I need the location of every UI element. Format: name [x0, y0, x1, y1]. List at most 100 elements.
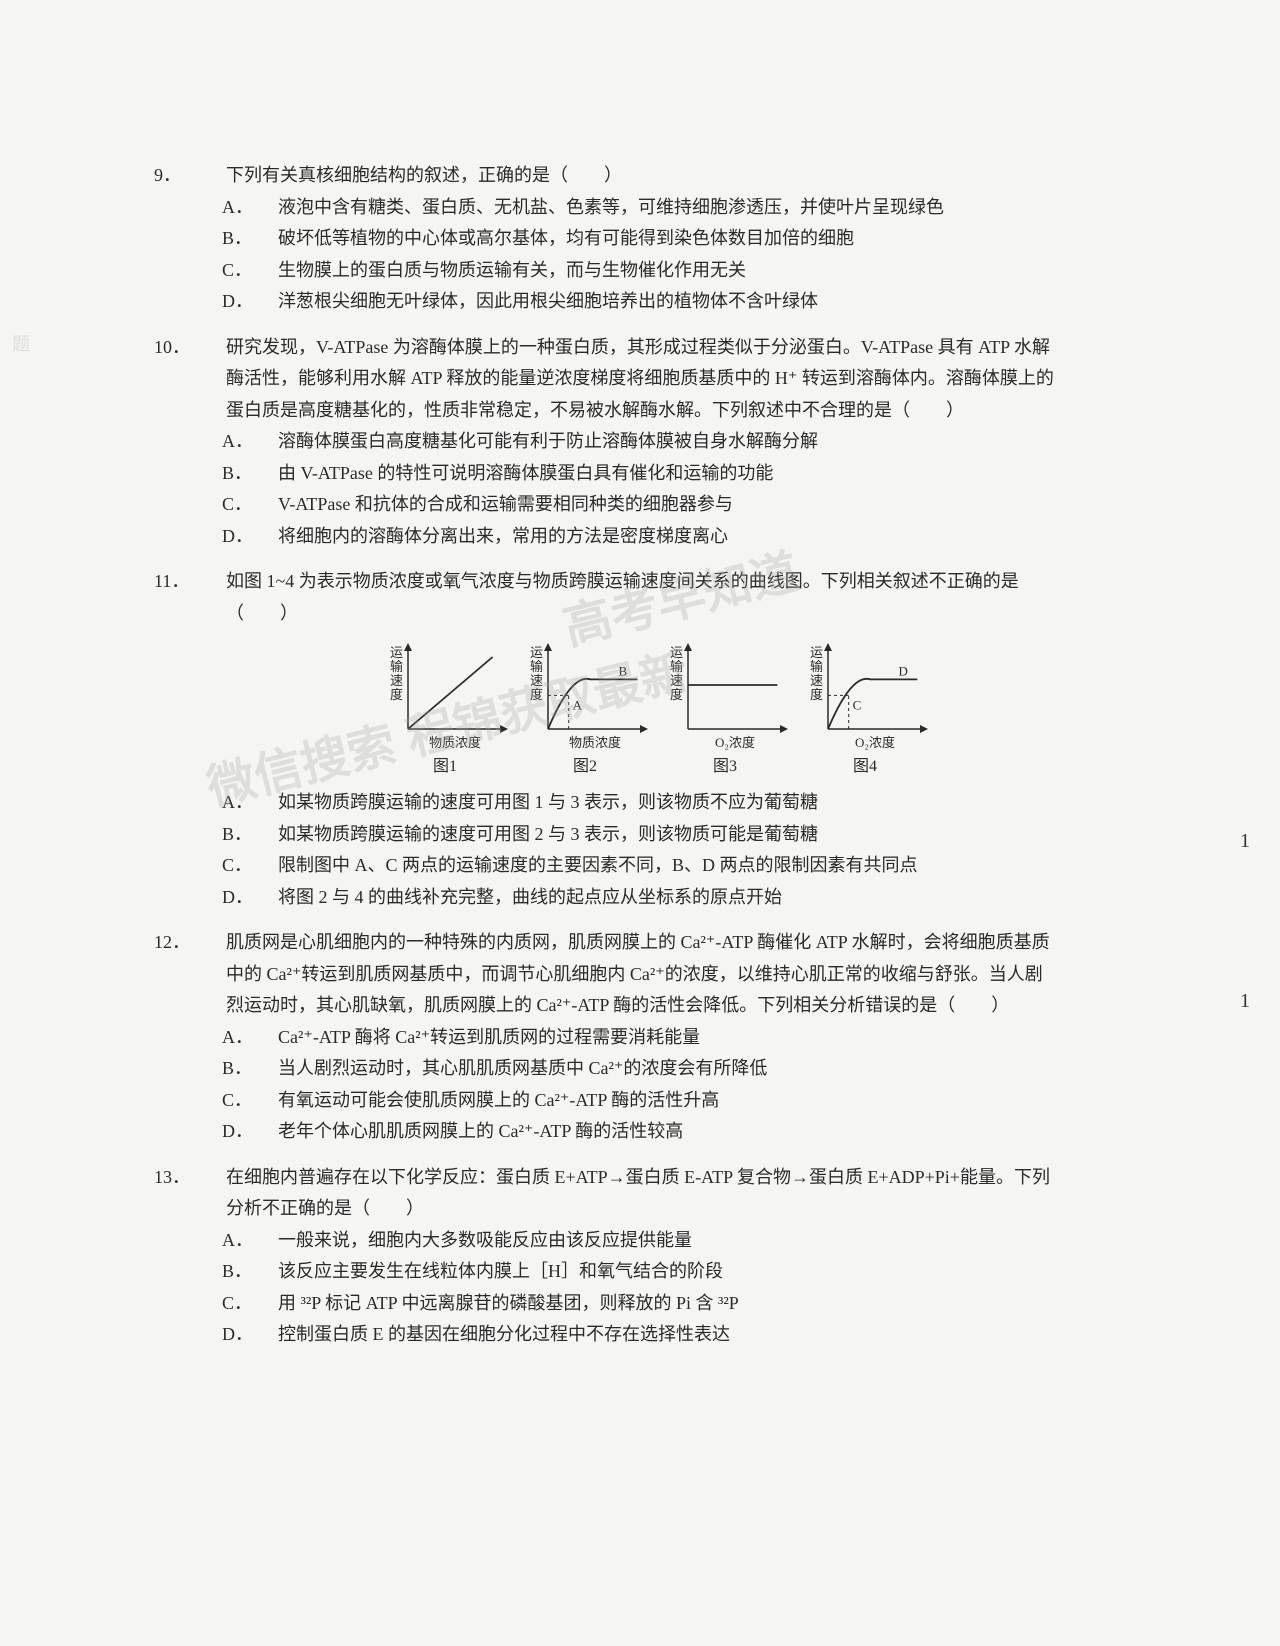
option-text: 当人剧烈运动时，其心肌肌质网基质中 Ca²⁺的浓度会有所降低: [278, 1058, 767, 1078]
option: C．有氧运动可能会使肌质网膜上的 Ca²⁺-ATP 酶的活性升高: [250, 1085, 1060, 1117]
option-text: 溶酶体膜蛋白高度糖基化可能有利于防止溶酶体膜被自身水解酶分解: [278, 431, 818, 451]
option: B．该反应主要发生在线粒体内膜上［H］和氧气结合的阶段: [250, 1256, 1060, 1288]
svg-text:C: C: [853, 697, 862, 712]
options: A．如某物质跨膜运输的速度可用图 1 与 3 表示，则该物质不应为葡萄糖B．如某…: [190, 787, 1060, 913]
option-text: 限制图中 A、C 两点的运输速度的主要因素不同，B、D 两点的限制因素有共同点: [278, 855, 918, 875]
chart-2: AB 运输速度 物质浓度: [520, 641, 650, 751]
svg-text:度: 度: [530, 687, 543, 702]
option: C．用 ³²P 标记 ATP 中远离腺苷的磷酸基团，则释放的 Pi 含 ³²P: [250, 1288, 1060, 1320]
option: D．将细胞内的溶酶体分离出来，常用的方法是密度梯度离心: [250, 521, 1060, 553]
option-text: 破坏低等植物的中心体或高尔基体，均有可能得到染色体数目加倍的细胞: [278, 228, 854, 248]
option: C．限制图中 A、C 两点的运输速度的主要因素不同，B、D 两点的限制因素有共同…: [250, 850, 1060, 882]
option-text: 洋葱根尖细胞无叶绿体，因此用根尖细胞培养出的植物体不含叶绿体: [278, 291, 818, 311]
question-text: 研究发现，V-ATPase 为溶酶体膜上的一种蛋白质，其形成过程类似于分泌蛋白。…: [226, 337, 1054, 420]
chart-label: 图3: [713, 753, 737, 781]
option-text: 由 V-ATPase 的特性可说明溶酶体膜蛋白具有催化和运输的功能: [278, 463, 773, 483]
option: A．如某物质跨膜运输的速度可用图 1 与 3 表示，则该物质不应为葡萄糖: [250, 787, 1060, 819]
svg-text:输: 输: [810, 659, 823, 674]
question-text: 在细胞内普遍存在以下化学反应：蛋白质 E+ATP→蛋白质 E-ATP 复合物→蛋…: [226, 1167, 1050, 1219]
option-letter: D．: [250, 286, 278, 318]
question: 12．肌质网是心肌细胞内的一种特殊的内质网，肌质网膜上的 Ca²⁺-ATP 酶催…: [190, 927, 1060, 1148]
options: A．一般来说，细胞内大多数吸能反应由该反应提供能量B．该反应主要发生在线粒体内膜…: [190, 1225, 1060, 1351]
exam-page: 9．下列有关真核细胞结构的叙述，正确的是（ ）A．液泡中含有糖类、蛋白质、无机盐…: [190, 160, 1060, 1365]
svg-text:物质浓度: 物质浓度: [429, 735, 481, 750]
option-letter: A．: [250, 1022, 278, 1054]
chart-1: 运输速度 物质浓度: [380, 641, 510, 751]
question-stem: 12．肌质网是心肌细胞内的一种特殊的内质网，肌质网膜上的 Ca²⁺-ATP 酶催…: [190, 927, 1060, 1022]
question-stem: 13．在细胞内普遍存在以下化学反应：蛋白质 E+ATP→蛋白质 E-ATP 复合…: [190, 1162, 1060, 1225]
svg-text:运: 运: [670, 645, 683, 660]
option-text: 一般来说，细胞内大多数吸能反应由该反应提供能量: [278, 1230, 692, 1250]
options: A．Ca²⁺-ATP 酶将 Ca²⁺转运到肌质网的过程需要消耗能量B．当人剧烈运…: [190, 1022, 1060, 1148]
option: D．控制蛋白质 E 的基因在细胞分化过程中不存在选择性表达: [250, 1319, 1060, 1351]
question: 11．如图 1~4 为表示物质浓度或氧气浓度与物质跨膜运输速度间关系的曲线图。下…: [190, 566, 1060, 913]
option-letter: C．: [250, 1085, 278, 1117]
question-number: 13．: [190, 1162, 226, 1194]
question-stem: 11．如图 1~4 为表示物质浓度或氧气浓度与物质跨膜运输速度间关系的曲线图。下…: [190, 566, 1060, 629]
option-text: 控制蛋白质 E 的基因在细胞分化过程中不存在选择性表达: [278, 1324, 730, 1344]
question-number: 10．: [190, 332, 226, 364]
option-letter: C．: [250, 489, 278, 521]
option-text: 将细胞内的溶酶体分离出来，常用的方法是密度梯度离心: [278, 526, 728, 546]
faint-margin-mark: 题: [12, 330, 30, 356]
chart-unit: CD 运输速度 O₂浓度 图4: [800, 641, 930, 781]
option: C．V-ATPase 和抗体的合成和运输需要相同种类的细胞器参与: [250, 489, 1060, 521]
svg-text:O₂浓度: O₂浓度: [715, 735, 755, 750]
question: 10．研究发现，V-ATPase 为溶酶体膜上的一种蛋白质，其形成过程类似于分泌…: [190, 332, 1060, 553]
svg-text:输: 输: [670, 659, 683, 674]
options: A．液泡中含有糖类、蛋白质、无机盐、色素等，可维持细胞渗透压，并使叶片呈现绿色B…: [190, 192, 1060, 318]
option: C．生物膜上的蛋白质与物质运输有关，而与生物催化作用无关: [250, 255, 1060, 287]
option-text: 生物膜上的蛋白质与物质运输有关，而与生物催化作用无关: [278, 260, 746, 280]
svg-text:速: 速: [810, 673, 823, 688]
svg-text:物质浓度: 物质浓度: [569, 735, 621, 750]
svg-text:度: 度: [390, 687, 403, 702]
svg-text:运: 运: [810, 645, 823, 660]
option: B．如某物质跨膜运输的速度可用图 2 与 3 表示，则该物质可能是葡萄糖: [250, 819, 1060, 851]
svg-text:输: 输: [390, 659, 403, 674]
option: A．一般来说，细胞内大多数吸能反应由该反应提供能量: [250, 1225, 1060, 1257]
options: A．溶酶体膜蛋白高度糖基化可能有利于防止溶酶体膜被自身水解酶分解B．由 V-AT…: [190, 426, 1060, 552]
question: 9．下列有关真核细胞结构的叙述，正确的是（ ）A．液泡中含有糖类、蛋白质、无机盐…: [190, 160, 1060, 318]
option-letter: C．: [250, 255, 278, 287]
option-text: 液泡中含有糖类、蛋白质、无机盐、色素等，可维持细胞渗透压，并使叶片呈现绿色: [278, 197, 944, 217]
option: A．液泡中含有糖类、蛋白质、无机盐、色素等，可维持细胞渗透压，并使叶片呈现绿色: [250, 192, 1060, 224]
chart-label: 图2: [573, 753, 597, 781]
option-letter: A．: [250, 787, 278, 819]
option: A．溶酶体膜蛋白高度糖基化可能有利于防止溶酶体膜被自身水解酶分解: [250, 426, 1060, 458]
chart-label: 图1: [433, 753, 457, 781]
svg-text:输: 输: [530, 659, 543, 674]
question: 13．在细胞内普遍存在以下化学反应：蛋白质 E+ATP→蛋白质 E-ATP 复合…: [190, 1162, 1060, 1351]
option-text: 有氧运动可能会使肌质网膜上的 Ca²⁺-ATP 酶的活性升高: [278, 1090, 719, 1110]
chart-unit: 运输速度 物质浓度 图1: [380, 641, 510, 781]
option-text: 老年个体心肌肌质网膜上的 Ca²⁺-ATP 酶的活性较高: [278, 1121, 683, 1141]
option: A．Ca²⁺-ATP 酶将 Ca²⁺转运到肌质网的过程需要消耗能量: [250, 1022, 1060, 1054]
svg-text:速: 速: [530, 673, 543, 688]
chart-unit: 运输速度 O₂浓度 图3: [660, 641, 790, 781]
option-letter: A．: [250, 192, 278, 224]
page-margin-mark: 1: [1240, 990, 1250, 1013]
option: B．由 V-ATPase 的特性可说明溶酶体膜蛋白具有催化和运输的功能: [250, 458, 1060, 490]
option-text: 将图 2 与 4 的曲线补充完整，曲线的起点应从坐标系的原点开始: [278, 887, 782, 907]
question-stem: 9．下列有关真核细胞结构的叙述，正确的是（ ）: [190, 160, 1060, 192]
svg-text:速: 速: [670, 673, 683, 688]
option-text: 如某物质跨膜运输的速度可用图 2 与 3 表示，则该物质可能是葡萄糖: [278, 824, 818, 844]
svg-text:B: B: [619, 663, 628, 678]
option-letter: A．: [250, 426, 278, 458]
chart-4: CD 运输速度 O₂浓度: [800, 641, 930, 751]
option-letter: C．: [250, 850, 278, 882]
option-letter: B．: [250, 819, 278, 851]
svg-text:O₂浓度: O₂浓度: [855, 735, 895, 750]
option: D．洋葱根尖细胞无叶绿体，因此用根尖细胞培养出的植物体不含叶绿体: [250, 286, 1060, 318]
option: B．当人剧烈运动时，其心肌肌质网基质中 Ca²⁺的浓度会有所降低: [250, 1053, 1060, 1085]
svg-text:A: A: [573, 697, 583, 712]
option-letter: B．: [250, 223, 278, 255]
svg-text:D: D: [899, 663, 908, 678]
option-letter: D．: [250, 1319, 278, 1351]
option-letter: A．: [250, 1225, 278, 1257]
question-number: 9．: [190, 160, 226, 192]
option-letter: D．: [250, 521, 278, 553]
option-text: 如某物质跨膜运输的速度可用图 1 与 3 表示，则该物质不应为葡萄糖: [278, 792, 818, 812]
chart-unit: AB 运输速度 物质浓度 图2: [520, 641, 650, 781]
question-text: 下列有关真核细胞结构的叙述，正确的是（ ）: [226, 165, 622, 185]
option-text: 用 ³²P 标记 ATP 中远离腺苷的磷酸基团，则释放的 Pi 含 ³²P: [278, 1293, 739, 1313]
